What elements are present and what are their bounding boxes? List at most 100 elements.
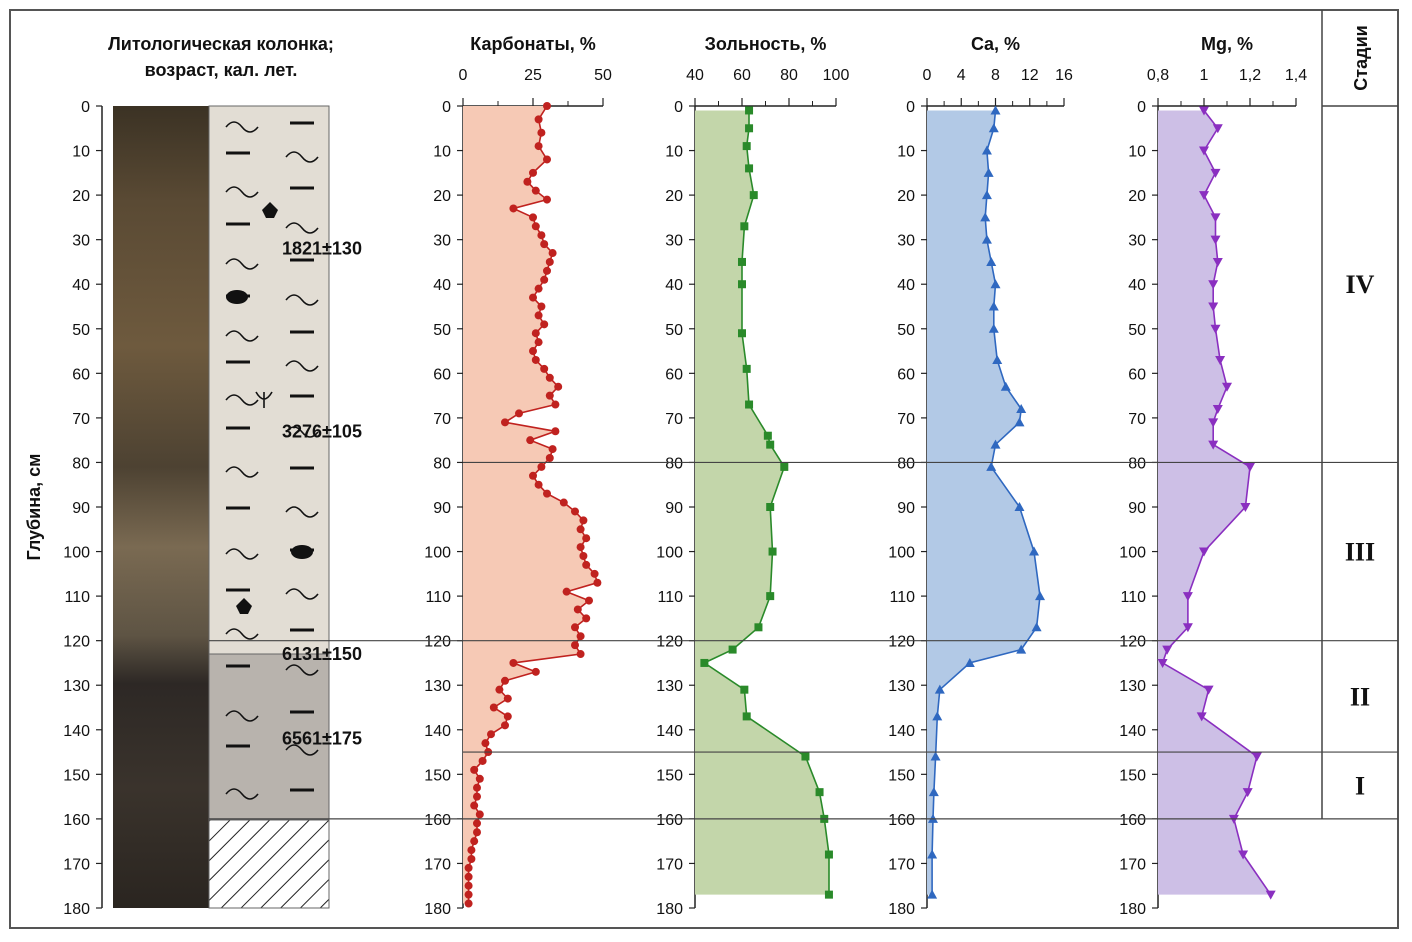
carbonates-point [593, 578, 602, 587]
carbonates-point [537, 231, 546, 240]
ca-point [964, 657, 975, 667]
depth-tick-label: 60 [433, 366, 451, 383]
depth-tick-label: 90 [72, 500, 90, 517]
depth-tick-label: 60 [665, 366, 683, 383]
mg-point [1251, 752, 1262, 762]
carbonates-point [534, 338, 543, 347]
carbonates-point [554, 382, 563, 391]
carbonates-point [464, 890, 473, 899]
carbonates-point [529, 347, 537, 356]
wave-symbol [225, 466, 259, 478]
carbonates-point [537, 128, 546, 137]
wave-symbol [285, 426, 319, 438]
depth-axis-4: 0 10 20 30 40 50 60 70 80 90 100 110 120 130 140 150 160… [1119, 99, 1159, 918]
depth-tick-label: 20 [665, 188, 683, 205]
lithology-column: Литологическая колонка; возраст, кал. ле… [108, 34, 362, 909]
depth-tick-label: 60 [897, 366, 915, 383]
ash-content-point [738, 280, 746, 289]
wave-symbol [225, 788, 259, 800]
ca-point [1035, 591, 1046, 601]
wave-symbol [285, 506, 319, 518]
mg-point [1215, 355, 1226, 365]
depth-tick-label: 170 [888, 856, 915, 873]
carbonates-area [463, 106, 598, 904]
ca-point [990, 105, 1001, 115]
carbonates-point [473, 819, 481, 828]
carbonates-point [534, 142, 543, 151]
mg-point [1265, 890, 1276, 900]
depth-tick-label: 180 [1119, 901, 1146, 918]
ca-point [986, 256, 997, 266]
ash-content-point [824, 850, 833, 859]
nodule-symbol [291, 545, 313, 559]
ca-point [981, 145, 992, 155]
carbonates-point [576, 650, 585, 659]
depth-tick-label: 40 [665, 277, 683, 294]
depth-tick-label: 90 [433, 500, 451, 517]
depth-tick-label: 140 [888, 723, 915, 740]
depth-tick-label: 150 [888, 767, 915, 784]
ca-x-tick-label: 12 [1021, 67, 1039, 84]
wave-symbol [285, 588, 319, 600]
mg-point [1212, 257, 1223, 267]
mg-point [1212, 404, 1223, 414]
stage-label: II [1350, 682, 1370, 711]
stages-header: Стадии [1351, 25, 1371, 90]
depth-tick-label: 70 [897, 411, 915, 428]
ca-point [1000, 381, 1011, 391]
mg-point [1240, 503, 1251, 512]
carbonates-point [534, 311, 543, 320]
carbonates-panel: Карбонаты, %0 25 50 [459, 34, 612, 908]
carbonates-point [475, 810, 484, 819]
ash-content-point [801, 752, 810, 761]
ash-content-point [766, 592, 775, 601]
mg-point [1210, 324, 1221, 334]
carbonates-point [576, 525, 585, 534]
ca-x-tick-label: 8 [991, 67, 1000, 84]
depth-tick-label: 0 [442, 99, 451, 116]
carbonates-point [582, 614, 591, 623]
carbonates-point [531, 355, 540, 364]
lithology-symbols [225, 121, 319, 800]
ca-x-tick-label: 0 [923, 67, 932, 84]
mg-point [1157, 658, 1168, 668]
wave-symbol [225, 394, 259, 406]
mg-point [1196, 712, 1207, 722]
depth-tick-label: 30 [897, 233, 915, 250]
nodule-symbol [226, 290, 248, 304]
ca-point [988, 123, 999, 133]
stage-label: III [1345, 538, 1375, 567]
figure-frame [9, 9, 1399, 929]
carbonates-point [540, 275, 549, 284]
carbonates-point [501, 721, 509, 730]
carbonates-point [573, 605, 582, 614]
depth-tick-label: 100 [424, 545, 451, 562]
depth-tick-label: 50 [665, 322, 683, 339]
ca-x-tick-label: 4 [957, 67, 966, 84]
plant-remains-symbol [255, 391, 273, 408]
depth-tick-label: 100 [656, 545, 683, 562]
carbonates-point [509, 204, 518, 213]
carbonates-point [523, 177, 532, 186]
carbonates-point [473, 783, 481, 792]
depth-tick-label: 20 [72, 188, 90, 205]
mg-point [1210, 168, 1221, 178]
mg-panel: Mg, % 0,8 1 1,2 1,4 [1147, 34, 1307, 900]
carbonates-point [467, 854, 476, 863]
ash-content-point [780, 462, 789, 471]
carbonates-point [551, 427, 560, 436]
carbonates-point [470, 765, 479, 774]
ash-content-point [740, 685, 749, 694]
depth-tick-label: 40 [433, 277, 451, 294]
ca-point [1016, 403, 1027, 413]
carbonates-point [529, 293, 537, 302]
ash-content-point [766, 503, 775, 511]
depth-tick-label: 80 [433, 455, 451, 472]
ash-content-x-tick-label: 40 [686, 67, 704, 84]
depth-tick-label: 140 [1119, 723, 1146, 740]
mg-point [1245, 462, 1255, 472]
carbonates-point [534, 284, 543, 293]
light-sediment-layer [208, 105, 330, 655]
ca-point [927, 849, 938, 859]
